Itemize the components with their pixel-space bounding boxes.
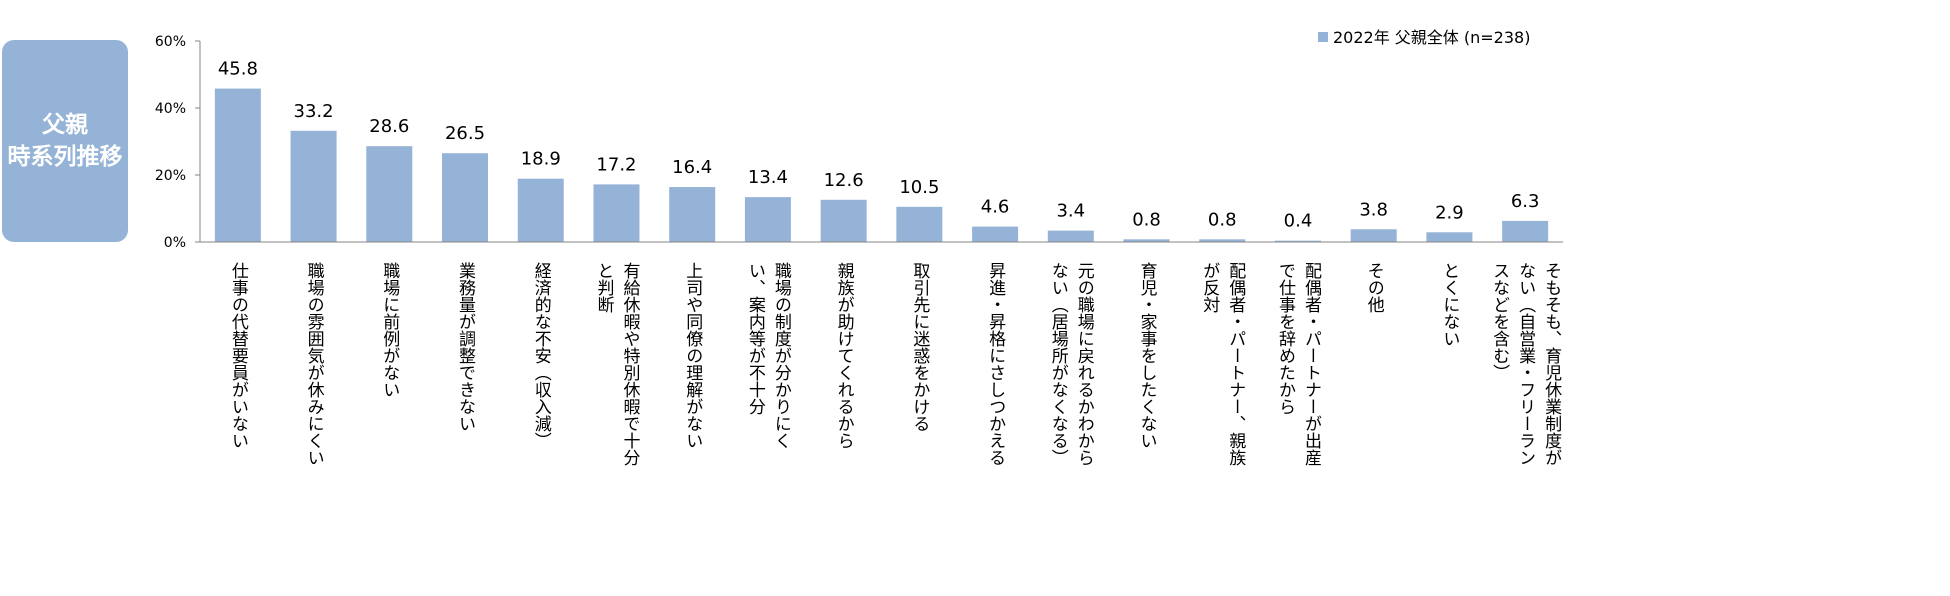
data-label: 0.8	[1208, 209, 1237, 230]
bar	[1123, 239, 1170, 242]
data-label: 12.6	[824, 170, 864, 191]
side-badge-line1: 父親	[42, 112, 88, 138]
category-label-line: が反対	[1199, 262, 1220, 313]
category-label: 有給休暇や特別休暇で十分 と判断	[576, 262, 656, 592]
side-badge: 父親 時系列推移	[2, 40, 128, 242]
bar	[744, 197, 791, 242]
category-label-line: い、案内等が不十分	[744, 262, 765, 415]
category-label-line: 職場に前例がない	[379, 262, 400, 398]
category-label: 配偶者・パートナー、親族 が反対	[1182, 262, 1262, 592]
category-label-line: 配偶者・パートナーが出産	[1300, 262, 1321, 466]
bar	[972, 226, 1019, 242]
category-label: 取引先に迷惑をかける	[879, 262, 959, 592]
category-label-line: 親族が助けてくれるから	[833, 262, 854, 449]
data-label: 10.5	[899, 177, 939, 198]
category-label-line: 上司や同僚の理解がない	[682, 262, 703, 449]
category-label-line: 業務量が調整できない	[455, 262, 476, 432]
data-label: 0.8	[1132, 209, 1161, 230]
data-label: 6.3	[1511, 191, 1540, 212]
data-label: 33.2	[294, 101, 334, 122]
data-label: 3.4	[1056, 201, 1085, 222]
category-label-line: そもそも、育児休業制度が	[1541, 262, 1562, 466]
data-label: 13.4	[748, 167, 788, 188]
category-label: 育児・家事をしたくない	[1107, 262, 1187, 592]
category-label-line: スなどを含む）	[1489, 262, 1510, 381]
bar	[1199, 239, 1246, 242]
data-label: 16.4	[672, 157, 712, 178]
category-label-line: ない（居場所がなくなる）	[1047, 262, 1068, 466]
category-label-line: 経済的な不安（収入減）	[530, 262, 551, 449]
category-label-line: と判断	[593, 262, 614, 313]
category-label: 上司や同僚の理解がない	[652, 262, 732, 592]
category-label: 親族が助けてくれるから	[804, 262, 884, 592]
y-tick-label: 0%	[164, 235, 186, 251]
bar	[442, 153, 489, 242]
bar	[896, 206, 943, 242]
y-tick-label: 60%	[155, 34, 186, 50]
category-label-line: で仕事を辞めたから	[1274, 262, 1295, 415]
category-label: 職場に前例がない	[349, 262, 429, 592]
category-label-line: 取引先に迷惑をかける	[909, 262, 930, 432]
category-label: そもそも、育児休業制度が ない（自営業・フリーラン スなどを含む）	[1485, 262, 1565, 592]
category-label-line: 昇進・昇格にさしつかえる	[985, 262, 1006, 466]
data-label: 2.9	[1435, 202, 1464, 223]
category-label-line: 元の職場に戻れるかわから	[1073, 262, 1094, 466]
legend-label: 2022年 父親全体 (n=238)	[1333, 28, 1530, 47]
category-label-line: ない（自営業・フリーラン	[1515, 262, 1536, 466]
category-label: 元の職場に戻れるかわから ない（居場所がなくなる）	[1031, 262, 1111, 592]
category-label-line: 仕事の代替要員がいない	[227, 262, 248, 449]
data-label: 45.8	[218, 59, 258, 80]
y-tick-label: 20%	[155, 168, 186, 184]
bar	[1274, 240, 1321, 242]
bar	[1502, 220, 1549, 242]
y-tick-label: 40%	[155, 101, 186, 117]
category-label-line: 育児・家事をしたくない	[1136, 262, 1157, 449]
category-label: 経済的な不安（収入減）	[501, 262, 581, 592]
data-label: 26.5	[445, 123, 485, 144]
category-label-line: 有給休暇や特別休暇で十分	[619, 262, 640, 466]
category-label: 配偶者・パートナーが出産 で仕事を辞めたから	[1258, 262, 1338, 592]
legend-swatch	[1318, 32, 1328, 42]
bar	[517, 178, 564, 242]
bar	[366, 146, 413, 242]
bar	[1047, 230, 1094, 242]
bar	[214, 88, 261, 242]
bar	[290, 130, 337, 242]
category-label-line: その他	[1363, 262, 1384, 313]
category-label: 仕事の代替要員がいない	[198, 262, 278, 592]
bar	[1350, 229, 1397, 242]
bar	[820, 199, 867, 242]
bar	[669, 187, 716, 242]
data-label: 4.6	[981, 197, 1010, 218]
data-label: 28.6	[369, 116, 409, 137]
category-label: 業務量が調整できない	[425, 262, 505, 592]
side-badge-line2: 時系列推移	[7, 144, 123, 170]
category-label-line: 職場の制度が分かりにく	[770, 262, 791, 449]
bar	[593, 184, 640, 242]
category-label: とくにない	[1409, 262, 1489, 592]
category-label-line: とくにない	[1439, 262, 1460, 347]
data-label: 17.2	[596, 154, 636, 175]
data-label: 3.8	[1359, 199, 1388, 220]
category-label: その他	[1334, 262, 1414, 592]
data-label: 0.4	[1284, 211, 1313, 232]
category-label-line: 職場の雰囲気が休みにくい	[303, 262, 324, 466]
category-label-line: 配偶者・パートナー、親族	[1225, 262, 1246, 466]
category-label: 職場の制度が分かりにく い、案内等が不十分	[728, 262, 808, 592]
category-label: 職場の雰囲気が休みにくい	[274, 262, 354, 592]
data-label: 18.9	[521, 149, 561, 170]
bar	[1426, 232, 1473, 242]
category-label: 昇進・昇格にさしつかえる	[955, 262, 1035, 592]
